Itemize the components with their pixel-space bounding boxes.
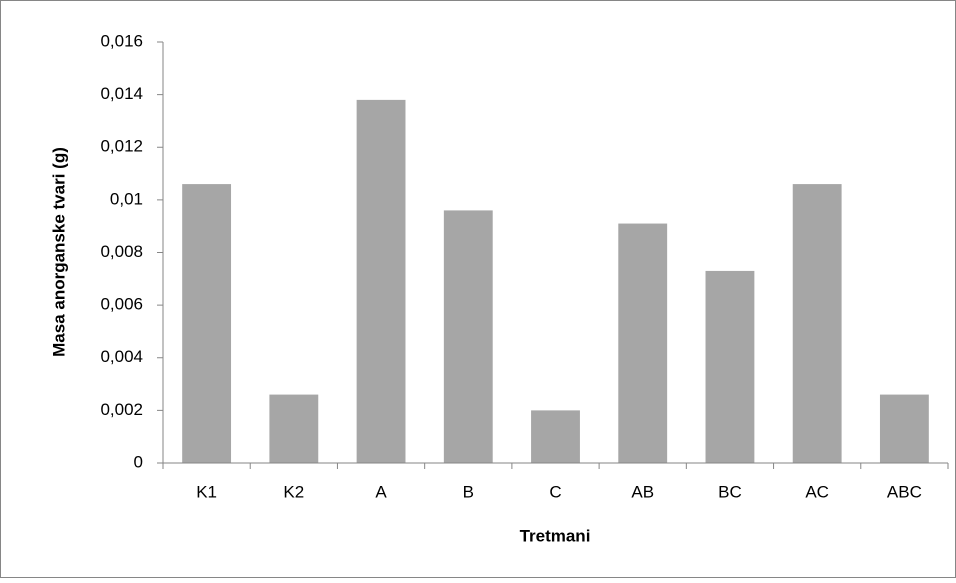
y-tick-label: 0 — [134, 452, 143, 471]
x-axis-title: Tretmani — [520, 526, 591, 545]
bar — [269, 394, 319, 463]
y-tick-label: 0,014 — [100, 84, 143, 103]
y-axis-title: Masa anorganske tvari (g) — [49, 147, 68, 357]
y-tick-label: 0,002 — [100, 400, 143, 419]
bar — [879, 394, 929, 463]
bar — [443, 210, 493, 463]
y-tick-label: 0,004 — [100, 347, 143, 366]
bar — [792, 184, 842, 463]
x-tick-label: ABC — [887, 482, 922, 501]
bar — [618, 223, 668, 463]
y-tick-label: 0,01 — [110, 189, 143, 208]
x-tick-label: C — [549, 482, 561, 501]
x-tick-label: K2 — [283, 482, 304, 501]
x-tick-label: AC — [805, 482, 829, 501]
bar — [705, 270, 755, 463]
y-tick-label: 0,012 — [100, 137, 143, 156]
x-tick-label: B — [463, 482, 474, 501]
x-tick-label: K1 — [196, 482, 217, 501]
x-tick-label: BC — [718, 482, 742, 501]
y-tick-label: 0,006 — [100, 295, 143, 314]
bar — [356, 99, 406, 463]
x-tick-label: AB — [631, 482, 654, 501]
x-tick-label: A — [375, 482, 387, 501]
y-tick-label: 0,008 — [100, 242, 143, 261]
y-tick-label: 0,016 — [100, 31, 143, 50]
bar — [182, 184, 232, 463]
bar — [531, 410, 580, 463]
